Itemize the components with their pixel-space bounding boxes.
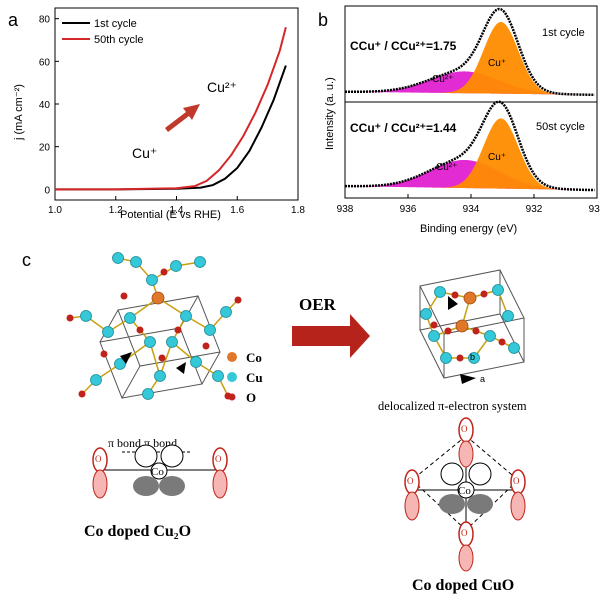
x-tick-label-a-0: 1.0 bbox=[48, 205, 62, 216]
x-tick-label-b-2: 934 bbox=[463, 204, 480, 215]
ratio-label-top: CCu⁺ / CCu²⁺=1.75 bbox=[350, 39, 457, 53]
panel-a-lines bbox=[55, 26, 287, 191]
annot-cu2: Cu²⁺ bbox=[207, 79, 237, 95]
x-tick-label-b-1: 936 bbox=[400, 204, 417, 215]
y-axis-label-b: Intensity (a. u.) bbox=[324, 77, 336, 150]
peak-label-cu2-bottom: Cu²⁺ bbox=[436, 162, 457, 173]
legend-cu-label: Cu bbox=[246, 370, 263, 385]
series-line-1 bbox=[55, 26, 287, 191]
x-tick-label-a-3: 1.6 bbox=[230, 205, 244, 216]
x-axis-label-b: Binding energy (eV) bbox=[420, 223, 517, 235]
cycle-label-top: 1st cycle bbox=[542, 27, 585, 39]
o-label-right-left: O bbox=[407, 476, 414, 486]
xps-envelope-0 bbox=[344, 7, 595, 97]
y-tick-label-a-1: 20 bbox=[39, 143, 51, 154]
legend-label-50th: 50th cycle bbox=[94, 34, 144, 46]
o-label-left-2: O bbox=[215, 454, 222, 464]
oer-arrow bbox=[292, 314, 370, 358]
x-tick-label-a-4: 1.8 bbox=[291, 205, 305, 216]
legend-cu-dot bbox=[227, 372, 237, 382]
o-label-right-right: O bbox=[513, 476, 520, 486]
panel-b-ticks: 938 936 934 932 930 bbox=[337, 194, 600, 215]
y-axis-label-a: j (mA cm⁻²) bbox=[13, 84, 25, 141]
pi-bond-labels: π bond π bond bbox=[108, 436, 177, 450]
ratio-label-bottom: CCu⁺ / CCu²⁺=1.44 bbox=[350, 121, 457, 135]
x-tick-label-b-3: 932 bbox=[526, 204, 543, 215]
axis-a-label: a bbox=[480, 374, 485, 384]
x-tick-label-b-4: 930 bbox=[589, 204, 600, 215]
panel-label-c: c bbox=[22, 250, 31, 270]
legend-label-1st: 1st cycle bbox=[94, 18, 137, 30]
xps-envelope-1 bbox=[344, 100, 595, 192]
x-axis-label-a: Potential (E vs RHE) bbox=[120, 209, 221, 221]
cycle-label-bottom: 50st cycle bbox=[536, 121, 585, 133]
x-tick-label-a-2: 1.4 bbox=[170, 205, 184, 216]
oer-label: OER bbox=[299, 295, 337, 314]
legend-co-dot bbox=[227, 352, 237, 362]
cu1-peak-fill-1 bbox=[345, 118, 597, 191]
o-label-right-top: O bbox=[461, 424, 468, 434]
right-caption: Co doped CuO bbox=[412, 577, 514, 594]
panel-a: a 1.0 1.2 1.4 1.6 1.8 0 20 40 60 80 1st cycle 50t… bbox=[8, 7, 306, 221]
cu1-peak-fill-0 bbox=[345, 21, 597, 95]
y-tick-label-a-4: 80 bbox=[39, 15, 51, 26]
peak-label-cu1-bottom: Cu⁺ bbox=[488, 152, 506, 163]
x-tick-label-b-0: 938 bbox=[337, 204, 354, 215]
o-label-left-1: O bbox=[95, 454, 102, 464]
legend-o-label: O bbox=[246, 390, 256, 405]
peak-label-cu1-top: Cu⁺ bbox=[488, 58, 506, 69]
panel-b-fills bbox=[344, 7, 597, 192]
panel-label-a: a bbox=[8, 10, 19, 30]
x-tick-label-a-1: 1.2 bbox=[109, 205, 123, 216]
legend-co-label: Co bbox=[246, 350, 262, 365]
panel-label-b: b bbox=[318, 10, 328, 30]
atom-legend: Co Cu O bbox=[227, 350, 263, 405]
axis-b-label: b bbox=[470, 352, 475, 362]
o-label-right-bottom: O bbox=[461, 528, 468, 538]
cu2o-crystal-structure bbox=[66, 252, 242, 400]
panel-b: b 938 936 934 932 930 Intensity (a. u.) Bind… bbox=[318, 5, 600, 235]
y-tick-label-a-3: 60 bbox=[39, 57, 51, 68]
red-arrow bbox=[165, 104, 200, 132]
left-caption: Co doped Cu₂O bbox=[84, 523, 191, 540]
co-label-right: Co bbox=[458, 485, 471, 497]
cuo-orbital-diagram: O O O O Co bbox=[404, 417, 526, 572]
y-tick-label-a-2: 40 bbox=[39, 100, 51, 111]
y-tick-label-a-0: 0 bbox=[44, 185, 50, 196]
peak-label-cu2-top: Cu²⁺ bbox=[432, 74, 453, 85]
legend-o-dot bbox=[228, 393, 236, 401]
cu2o-orbital-diagram: π bond π bond O O Co bbox=[92, 436, 228, 499]
panel-c: c bbox=[22, 250, 527, 594]
annot-cu1: Cu⁺ bbox=[132, 145, 157, 161]
co-label-left: Co bbox=[151, 466, 164, 478]
right-subcaption: delocalized π-electron system bbox=[378, 399, 527, 413]
panel-a-ticks: 1.0 1.2 1.4 1.6 1.8 0 20 40 60 80 bbox=[39, 15, 306, 216]
plot-frame-a bbox=[54, 7, 299, 201]
cuo-crystal-structure: b a bbox=[419, 269, 525, 384]
